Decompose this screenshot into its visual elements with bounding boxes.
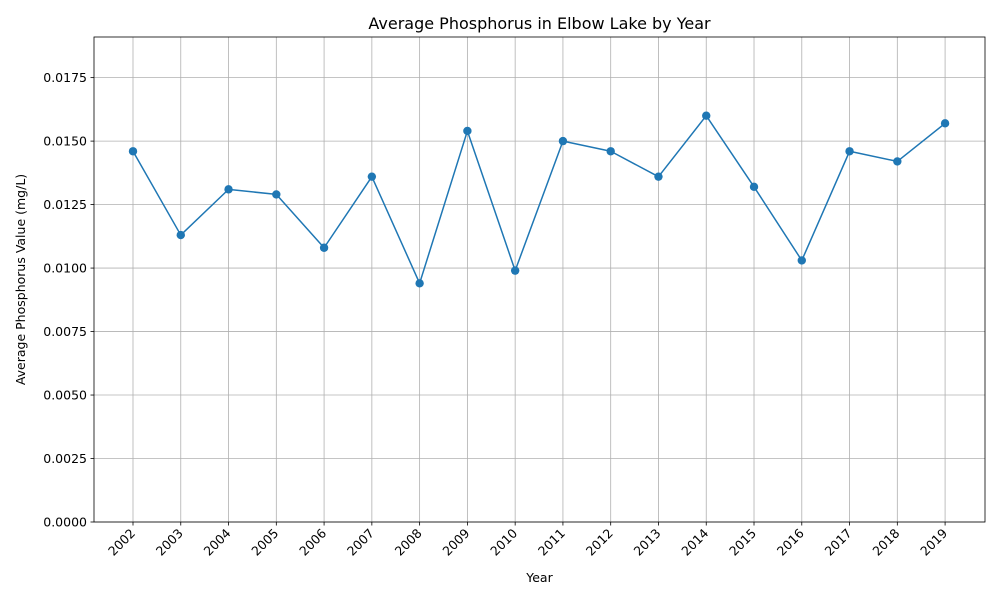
x-tick-label: 2008 [392, 525, 425, 558]
chart-title: Average Phosphorus in Elbow Lake by Year [368, 14, 711, 33]
data-point [176, 230, 185, 240]
y-tick-label: 0.0050 [43, 388, 87, 403]
data-point [558, 136, 568, 146]
x-tick-label: 2013 [630, 526, 663, 559]
y-tick-label: 0.0075 [43, 324, 87, 339]
x-axis-label: Year [525, 570, 553, 585]
series-group [128, 111, 950, 288]
data-point [463, 126, 472, 136]
x-tick-label: 2015 [726, 526, 759, 559]
y-tick-label: 0.0100 [43, 261, 87, 276]
y-axis-label: Average Phosphorus Value (mg/L) [13, 174, 28, 385]
y-tick-label: 0.0125 [43, 197, 87, 212]
x-tick-label: 2012 [583, 526, 616, 559]
x-tick-label: 2006 [296, 525, 329, 558]
y-axis: 0.0000 0.0025 0.0050 0.0075 0.0100 0.0125 0.01… [43, 70, 94, 530]
data-point [415, 279, 424, 288]
data-point [510, 266, 520, 275]
data-point [845, 147, 854, 156]
x-tick-label: 2018 [869, 525, 902, 558]
data-point [319, 243, 329, 252]
data-point [272, 190, 281, 199]
x-tick-label: 2010 [487, 525, 520, 558]
data-point [367, 172, 377, 181]
data-point [128, 147, 138, 156]
x-tick-label: 2009 [439, 525, 472, 558]
x-tick-label: 2016 [774, 525, 807, 558]
data-point [702, 111, 711, 120]
data-point [893, 157, 902, 166]
data-point [797, 256, 806, 265]
x-tick-label: 2005 [248, 526, 281, 559]
y-tick-label: 0.0175 [43, 70, 87, 85]
grid [94, 37, 985, 523]
x-tick-label: 2003 [153, 526, 186, 559]
plot-frame [93, 36, 986, 523]
x-tick-label: 2007 [344, 526, 377, 559]
data-point [654, 172, 663, 181]
x-tick-label: 2019 [917, 525, 950, 558]
x-tick-label: 2011 [535, 526, 568, 559]
data-point [749, 182, 759, 192]
x-tick-label: 2017 [822, 526, 855, 559]
y-tick-label: 0.0025 [43, 451, 87, 466]
x-tick-label: 2014 [678, 525, 711, 558]
x-tick-label: 2002 [105, 526, 138, 559]
series-line [132, 114, 946, 285]
x-axis: 2002 2003 2004 2005 2006 2007 2008 2009 2010 2011… [105, 522, 950, 559]
data-point [606, 147, 615, 156]
x-tick-label: 2004 [201, 525, 234, 558]
data-point [224, 185, 233, 194]
data-point [940, 119, 950, 128]
y-tick-label: 0.0000 [43, 515, 87, 530]
y-tick-label: 0.0150 [43, 134, 87, 149]
